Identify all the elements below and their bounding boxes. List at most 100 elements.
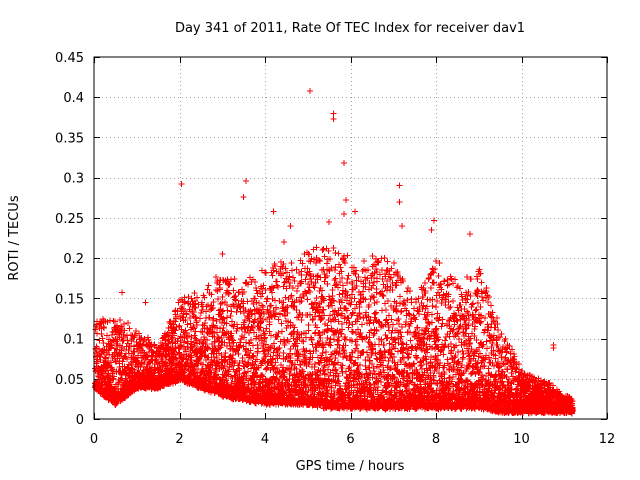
data-point [181,298,188,305]
data-point [138,345,145,352]
data-point [126,325,133,332]
data-point [187,314,194,321]
x-tick-label: 10 [513,432,530,447]
data-point [337,264,344,271]
data-point [307,289,314,296]
data-point [116,364,123,371]
x-tick-label: 2 [175,432,183,447]
data-point [191,313,198,320]
data-point [129,366,136,373]
data-point [311,360,318,367]
data-point [197,337,204,344]
data-point [190,325,197,332]
data-point [381,341,388,348]
data-point [115,379,122,386]
data-point [205,282,212,289]
data-point [399,340,406,347]
data-point [237,335,244,342]
data-point [370,332,377,339]
data-point [403,318,410,325]
data-point [188,352,195,359]
data-point [305,321,312,328]
data-point [111,373,118,380]
data-point [208,306,215,313]
data-point [298,268,305,275]
data-point [100,325,107,332]
data-point [94,373,101,380]
x-tick-label: 12 [599,432,616,447]
data-point [123,356,130,363]
data-point [280,350,287,357]
data-point [138,334,145,341]
data-point [288,260,295,267]
data-point [175,299,182,306]
data-point [331,276,338,283]
data-point [187,320,194,327]
data-point [389,321,396,328]
data-point [171,327,178,334]
data-point [102,354,109,361]
data-point [339,369,346,376]
data-point [322,274,329,281]
data-point [151,341,158,348]
data-point [173,314,180,321]
data-point [185,293,192,300]
data-point [182,316,189,323]
data-point [227,312,234,319]
data-point [128,335,135,342]
data-point [344,275,351,282]
data-point [300,338,307,345]
data-point [309,317,316,324]
data-markers [92,87,576,417]
y-tick-label: 0 [76,413,84,428]
data-point [274,283,281,290]
data-point [191,332,198,339]
data-point [338,331,345,338]
y-tick-label: 0.4 [63,91,84,106]
data-point [183,310,190,317]
data-point [120,320,127,327]
data-point [183,329,190,336]
data-point [384,258,391,265]
data-point [187,353,194,360]
data-point [112,358,119,365]
y-tick-label: 0.15 [55,292,84,307]
data-point [218,299,225,306]
data-point [191,303,198,310]
data-point [99,335,106,342]
data-point [275,345,282,352]
data-point [345,272,352,279]
data-point [213,273,220,280]
data-point [144,353,151,360]
data-point [256,299,263,306]
data-point [275,316,282,323]
data-point [168,335,175,342]
chart-title: Day 341 of 2011, Rate Of TEC Index for r… [175,21,525,36]
data-point [116,317,123,324]
data-point [386,276,393,283]
data-point [131,348,138,355]
data-point [348,328,355,335]
data-point [131,332,138,339]
data-point [304,296,311,303]
data-point [381,254,388,261]
data-point [188,295,195,302]
data-point [313,347,320,354]
data-point [383,287,390,294]
data-point [191,370,198,377]
y-tick-label: 0.2 [63,252,84,267]
data-point [196,315,203,322]
data-point [182,299,189,306]
data-point [391,345,398,352]
data-point [108,342,115,349]
data-point [98,319,105,326]
data-point [366,334,373,341]
data-point [184,321,191,328]
data-point [124,319,131,326]
data-point [349,321,356,328]
data-point [177,333,184,340]
data-point [123,332,130,339]
data-point [107,359,114,366]
data-point [172,327,179,334]
